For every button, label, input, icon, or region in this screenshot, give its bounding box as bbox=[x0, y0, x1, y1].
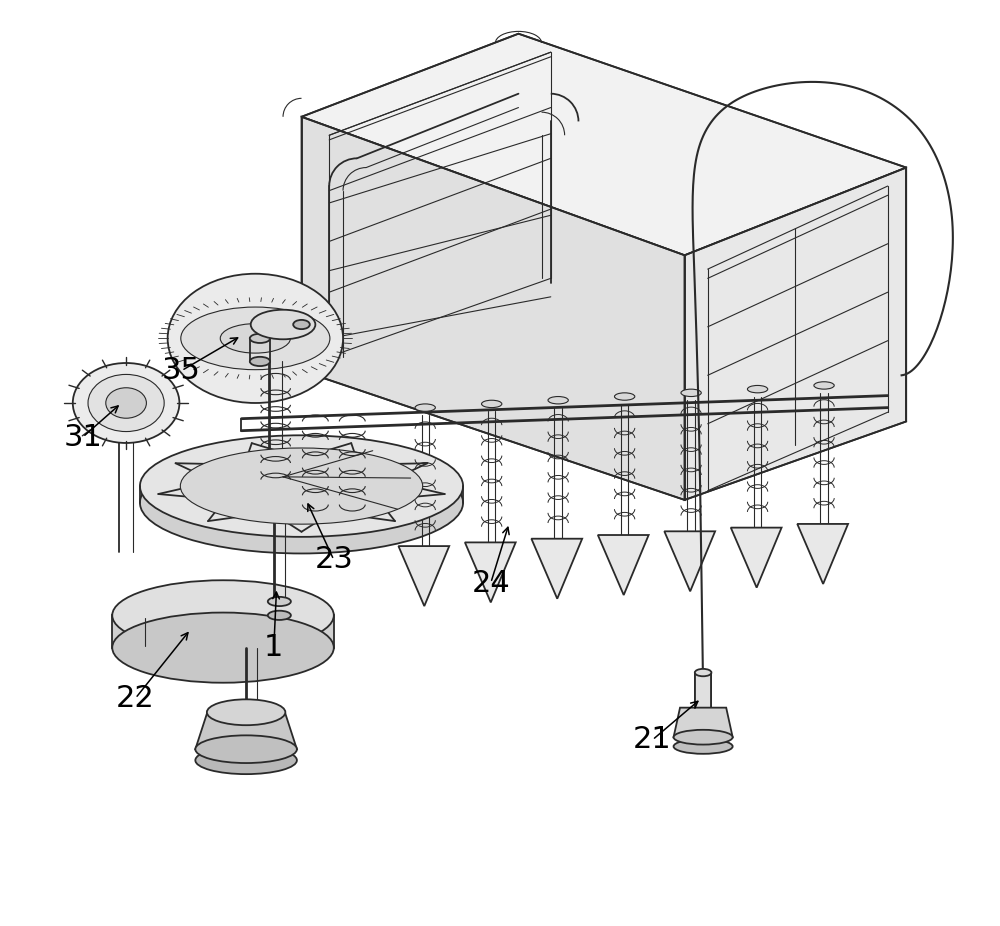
Ellipse shape bbox=[250, 333, 270, 343]
Ellipse shape bbox=[674, 730, 733, 745]
Ellipse shape bbox=[415, 404, 435, 411]
Text: 23: 23 bbox=[314, 545, 353, 574]
Polygon shape bbox=[797, 524, 848, 584]
Ellipse shape bbox=[747, 385, 768, 393]
Polygon shape bbox=[465, 543, 516, 603]
Ellipse shape bbox=[112, 613, 334, 682]
Ellipse shape bbox=[268, 597, 291, 607]
Ellipse shape bbox=[293, 319, 310, 329]
Text: 22: 22 bbox=[116, 684, 155, 713]
Polygon shape bbox=[731, 528, 782, 588]
Ellipse shape bbox=[140, 435, 463, 537]
Ellipse shape bbox=[695, 669, 711, 676]
Ellipse shape bbox=[106, 388, 146, 419]
Text: 21: 21 bbox=[633, 725, 672, 755]
Polygon shape bbox=[195, 712, 297, 749]
Polygon shape bbox=[685, 168, 906, 500]
Ellipse shape bbox=[207, 699, 285, 725]
Text: 35: 35 bbox=[162, 357, 201, 385]
Ellipse shape bbox=[548, 396, 568, 404]
Ellipse shape bbox=[73, 363, 179, 443]
Ellipse shape bbox=[195, 746, 297, 774]
Ellipse shape bbox=[681, 389, 701, 396]
Ellipse shape bbox=[220, 323, 290, 353]
Ellipse shape bbox=[614, 393, 635, 400]
Text: 24: 24 bbox=[471, 569, 510, 597]
Polygon shape bbox=[664, 532, 715, 592]
Polygon shape bbox=[302, 33, 906, 256]
Polygon shape bbox=[598, 535, 649, 595]
Ellipse shape bbox=[251, 309, 315, 339]
Text: 1: 1 bbox=[264, 633, 283, 662]
Ellipse shape bbox=[180, 448, 423, 524]
Ellipse shape bbox=[181, 307, 330, 369]
Ellipse shape bbox=[112, 581, 334, 650]
Text: 31: 31 bbox=[63, 422, 102, 452]
Ellipse shape bbox=[250, 357, 270, 366]
Ellipse shape bbox=[88, 374, 164, 432]
Ellipse shape bbox=[168, 274, 343, 403]
Ellipse shape bbox=[482, 400, 502, 407]
Ellipse shape bbox=[195, 735, 297, 763]
Polygon shape bbox=[695, 672, 711, 707]
Polygon shape bbox=[302, 117, 685, 500]
Polygon shape bbox=[112, 616, 334, 647]
Ellipse shape bbox=[674, 739, 733, 754]
Polygon shape bbox=[398, 546, 449, 607]
Polygon shape bbox=[531, 539, 582, 599]
Ellipse shape bbox=[814, 382, 834, 389]
Polygon shape bbox=[674, 707, 733, 737]
Ellipse shape bbox=[140, 452, 463, 554]
Ellipse shape bbox=[268, 611, 291, 619]
